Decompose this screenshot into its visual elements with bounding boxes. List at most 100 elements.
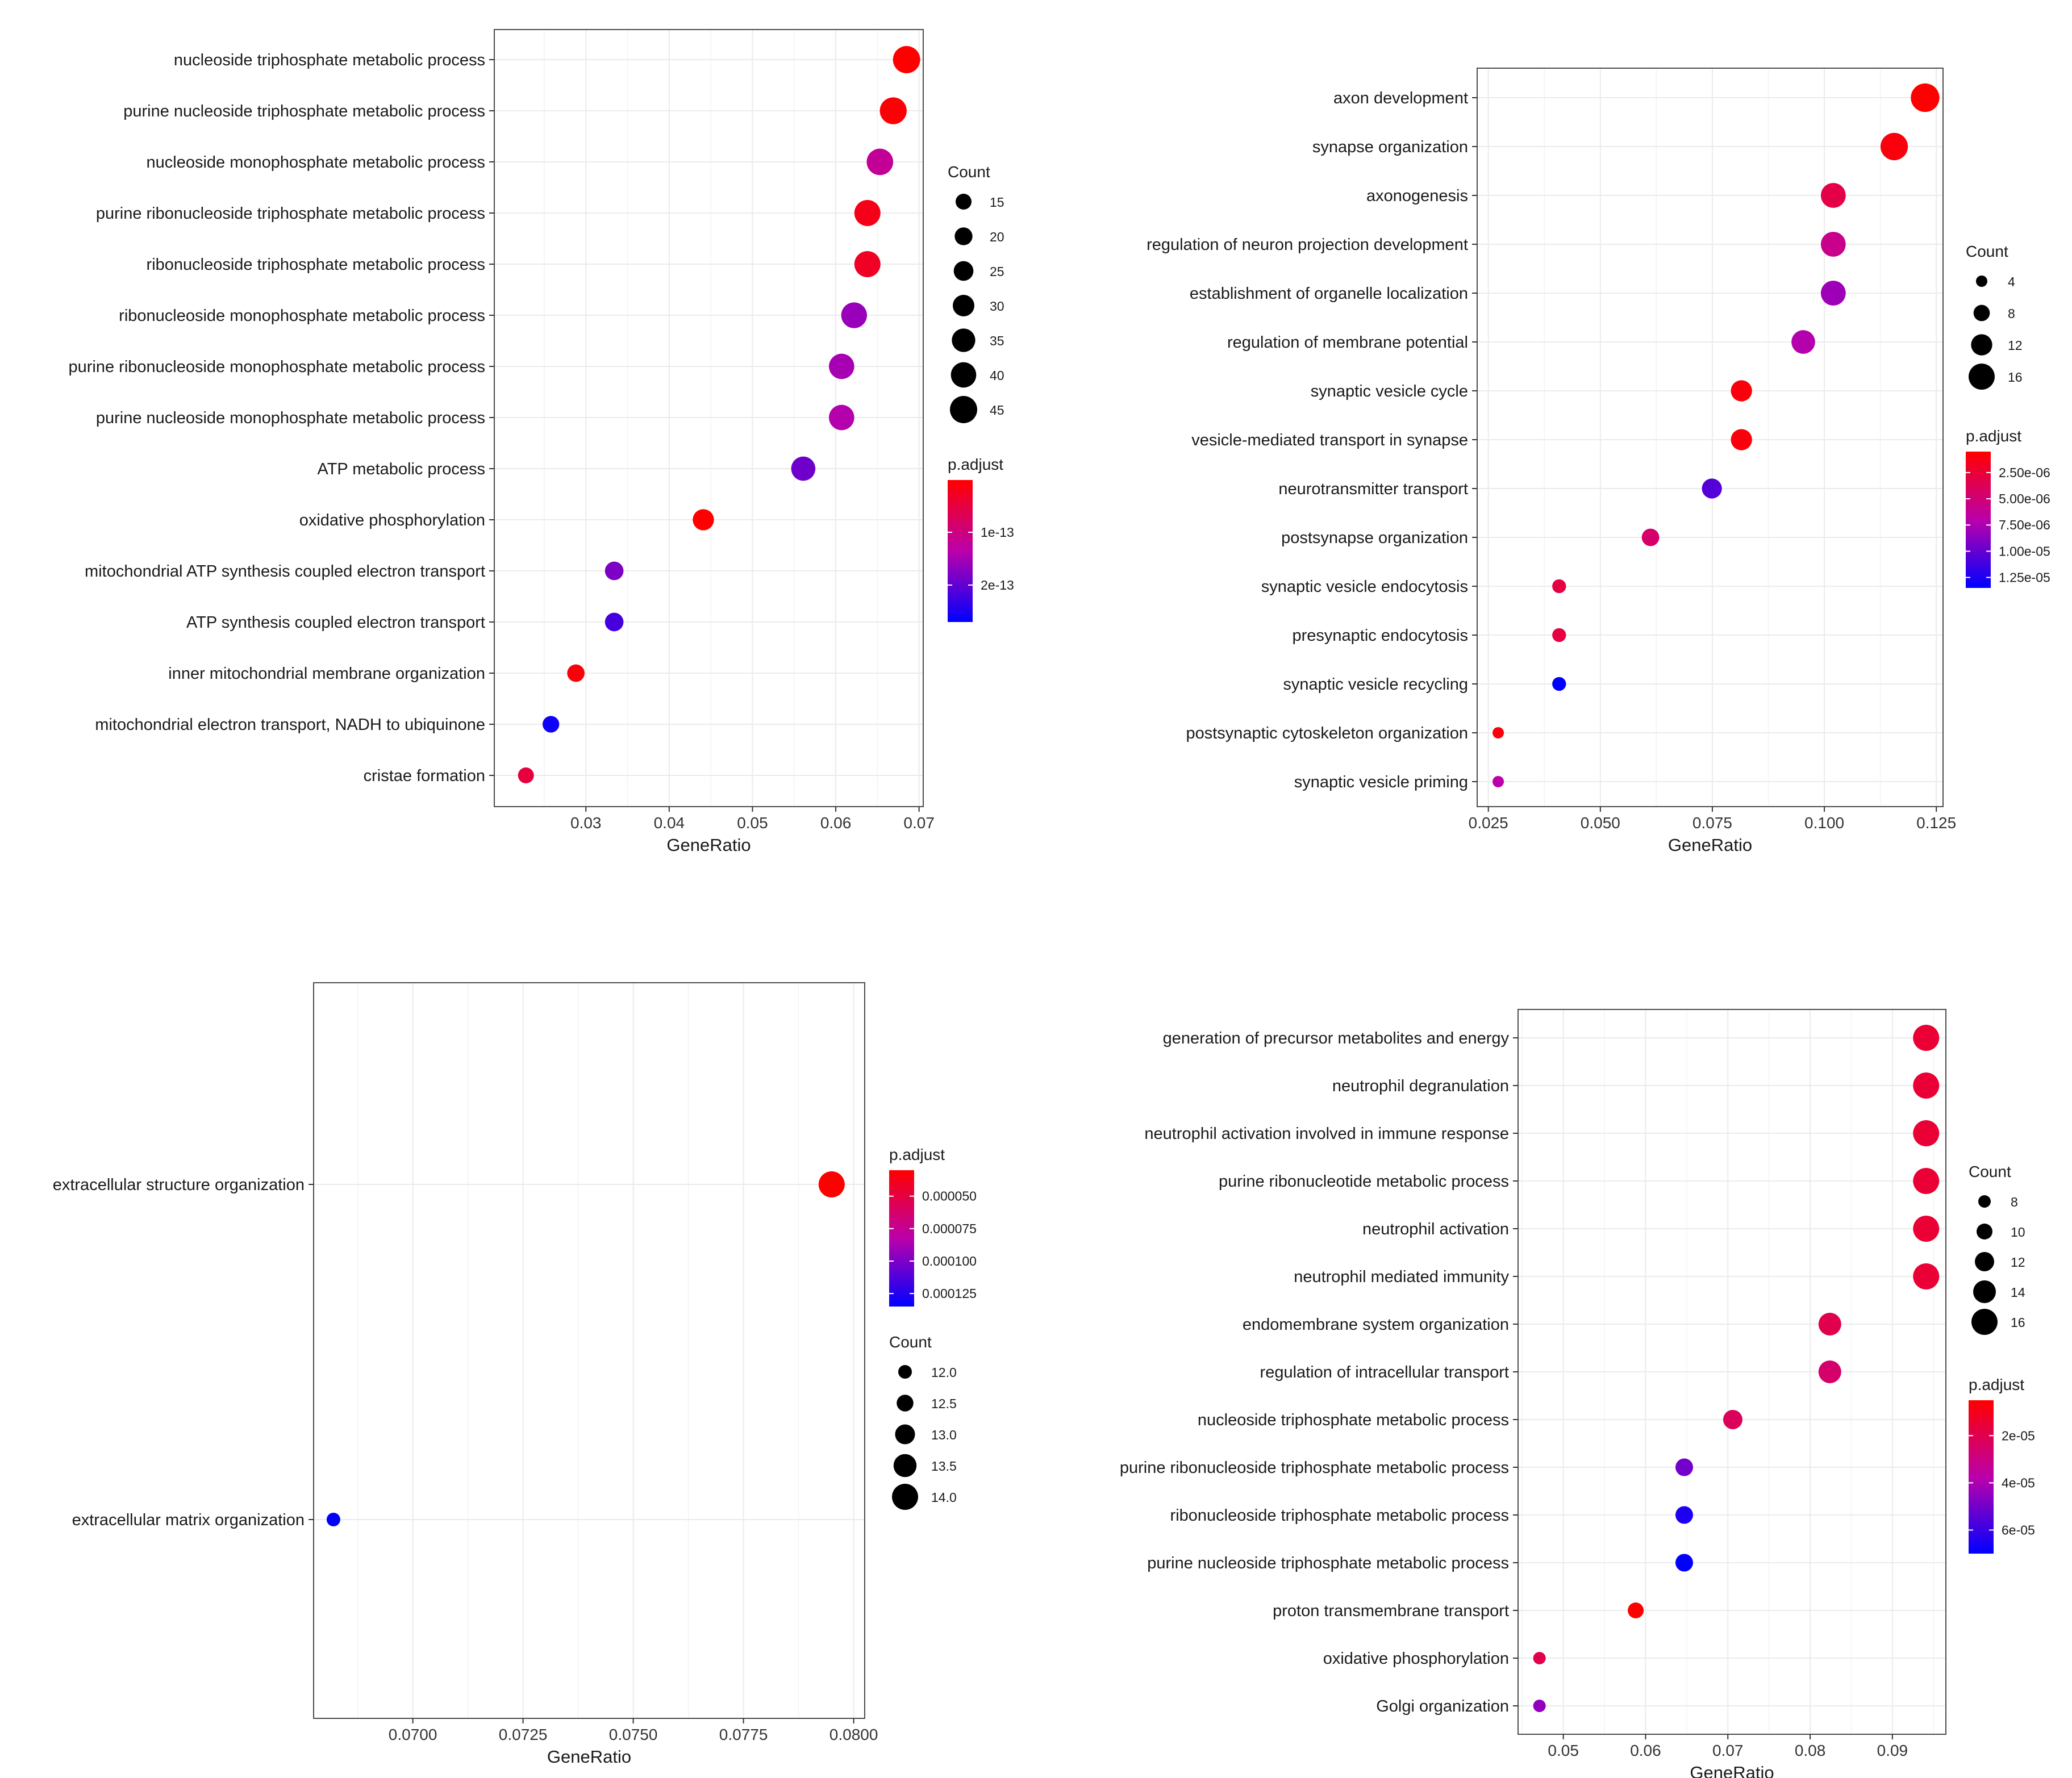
x-tick-label: 0.07 (903, 814, 935, 832)
count-legend-key (897, 1395, 914, 1412)
x-tick-label: 0.0750 (609, 1726, 658, 1743)
dotplot-synapse-processes: 0.025 0.050 0.075 0.100 0.125 axon developmen… (1147, 68, 2050, 855)
padjust-tick-label: 4e-05 (2002, 1475, 2035, 1490)
padjust-tick-label: 1.25e-05 (1999, 570, 2050, 585)
data-point (1533, 1700, 1546, 1712)
data-point (1675, 1506, 1694, 1524)
count-legend-label: 30 (990, 299, 1004, 314)
padjust-tick-label: 2e-13 (981, 578, 1014, 592)
category-label: ribonucleoside triphosphate metabolic pr… (147, 256, 485, 274)
data-point (1820, 232, 1846, 257)
count-legend-title: Count (948, 163, 990, 181)
x-tick-label: 0.0725 (499, 1726, 548, 1743)
data-point (1731, 380, 1752, 402)
category-label: axon development (1333, 89, 1468, 107)
count-legend-key (1971, 334, 1992, 356)
padjust-tick-label: 0.000125 (922, 1286, 977, 1301)
padjust-colorbar (1969, 1400, 1994, 1554)
category-label: neutrophil activation (1362, 1220, 1509, 1238)
count-legend-key (1969, 364, 1995, 390)
count-legend-label: 15 (990, 195, 1004, 210)
count-legend-label: 8 (2011, 1195, 2018, 1209)
category-label: axonogenesis (1366, 187, 1468, 205)
padjust-legend-title: p.adjust (1966, 427, 2021, 445)
data-point (543, 716, 560, 733)
category-label: endomembrane system organization (1243, 1316, 1509, 1334)
category-label: synaptic vesicle endocytosis (1261, 578, 1468, 596)
x-tick-label: 0.100 (1804, 814, 1844, 832)
count-legend-label: 16 (2008, 370, 2023, 385)
category-label: ATP metabolic process (318, 460, 486, 478)
data-point (879, 97, 907, 124)
category-label: nucleoside monophosphate metabolic proce… (147, 153, 485, 172)
count-legend-label: 14.0 (931, 1490, 957, 1505)
data-point (1533, 1652, 1546, 1664)
data-point (1913, 1120, 1940, 1146)
x-axis-title: GeneRatio (1690, 1763, 1774, 1778)
count-legend-key (1971, 1309, 1998, 1335)
padjust-legend-title: p.adjust (889, 1146, 945, 1163)
category-label: purine ribonucleotide metabolic process (1219, 1172, 1509, 1191)
data-point (893, 46, 920, 73)
x-tick-label: 0.075 (1692, 814, 1732, 832)
category-label: neutrophil activation involved in immune… (1144, 1125, 1509, 1143)
data-point (1820, 281, 1846, 306)
category-label: extracellular structure organization (53, 1176, 305, 1194)
data-point (828, 353, 854, 379)
data-point (1913, 1025, 1940, 1051)
padjust-tick-label: 2.50e-06 (1999, 465, 2050, 480)
count-legend-label: 8 (2008, 306, 2015, 321)
data-point (791, 456, 816, 481)
count-legend-label: 13.5 (931, 1459, 957, 1474)
count-legend-label: 10 (2011, 1225, 2025, 1239)
count-legend-label: 25 (990, 264, 1004, 279)
x-tick-label: 0.0700 (389, 1726, 437, 1743)
data-point (1552, 677, 1566, 691)
category-label: extracellular matrix organization (72, 1511, 305, 1529)
padjust-colorbar (948, 480, 973, 622)
data-point (818, 1171, 845, 1197)
data-point (1492, 776, 1504, 787)
data-point (1675, 1458, 1694, 1476)
data-point (567, 664, 585, 682)
x-tick-label: 0.08 (1795, 1742, 1826, 1759)
category-label: oxidative phosphorylation (299, 511, 485, 529)
plot-panel (1477, 68, 1944, 807)
category-label: purine ribonucleoside monophosphate meta… (68, 358, 485, 376)
data-point (604, 561, 624, 581)
padjust-tick-label: 1.00e-05 (1999, 544, 2050, 558)
x-axis-title: GeneRatio (547, 1747, 631, 1767)
padjust-tick-label: 0.000075 (922, 1221, 977, 1236)
count-legend-key (956, 194, 972, 210)
category-label: regulation of neuron projection developm… (1147, 236, 1468, 254)
category-label: postsynapse organization (1281, 529, 1468, 547)
data-point (854, 251, 881, 277)
category-label: cristae formation (364, 767, 485, 785)
data-point (1492, 727, 1504, 738)
data-point (1911, 83, 1940, 112)
data-point (1913, 1072, 1940, 1099)
data-point (1880, 132, 1908, 161)
x-tick-label: 0.0775 (719, 1726, 768, 1743)
count-legend-key (898, 1365, 912, 1379)
padjust-legend-title: p.adjust (1969, 1376, 2024, 1393)
data-point (1552, 628, 1566, 642)
x-tick-label: 0.025 (1469, 814, 1508, 832)
category-label: synaptic vesicle priming (1294, 773, 1468, 791)
data-point (841, 302, 867, 328)
category-label: neurotransmitter transport (1278, 480, 1468, 498)
padjust-tick-label: 0.000050 (922, 1189, 977, 1204)
x-tick-label: 0.03 (570, 814, 602, 832)
plot-panel (313, 982, 865, 1719)
category-label: ribonucleoside monophosphate metabolic p… (119, 307, 485, 325)
x-tick-label: 0.06 (820, 814, 852, 832)
count-legend-label: 13.0 (931, 1428, 957, 1442)
x-tick-label: 0.09 (1877, 1742, 1908, 1759)
count-legend-key (1977, 1224, 1992, 1239)
data-point (1913, 1168, 1940, 1194)
count-legend-label: 16 (2011, 1315, 2025, 1330)
dotplot-immune-energy-processes: 0.05 0.06 0.07 0.08 0.09 generation of precur… (1120, 1009, 2035, 1778)
x-tick-label: 0.050 (1581, 814, 1620, 832)
count-legend-key (892, 1484, 918, 1510)
